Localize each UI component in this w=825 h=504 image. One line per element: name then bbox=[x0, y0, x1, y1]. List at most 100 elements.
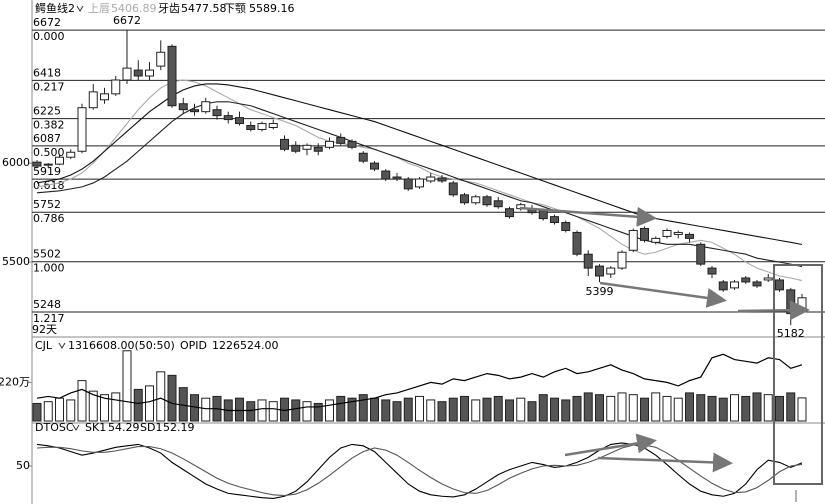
candle-body bbox=[111, 79, 121, 95]
candle-body bbox=[448, 182, 458, 196]
dropdown-icon[interactable] bbox=[76, 5, 84, 12]
volume-bar bbox=[538, 394, 548, 422]
candle-body bbox=[201, 101, 211, 113]
candle-body bbox=[707, 267, 717, 275]
candle-body bbox=[482, 196, 492, 206]
candle-body bbox=[190, 109, 199, 113]
volume-bar bbox=[471, 399, 481, 422]
candle-body bbox=[471, 196, 481, 204]
volume-bar bbox=[55, 397, 64, 422]
volume-bar bbox=[561, 399, 571, 422]
y-tick-label: 220万 bbox=[0, 375, 30, 388]
legend-name: SK1 bbox=[85, 421, 106, 434]
candle-body bbox=[651, 237, 661, 243]
volume-bar bbox=[313, 402, 323, 422]
candle-body bbox=[583, 253, 593, 269]
legend-value: 5477.58 bbox=[181, 2, 227, 15]
volume-bar bbox=[167, 374, 177, 422]
volume-bar bbox=[448, 397, 458, 422]
volume-bar bbox=[505, 399, 514, 422]
volume-bar bbox=[336, 395, 346, 422]
volume-bar bbox=[201, 397, 211, 422]
volume-bar bbox=[696, 394, 706, 422]
volume-bar bbox=[268, 401, 278, 422]
candle-body bbox=[291, 144, 301, 152]
candle-body bbox=[415, 178, 424, 188]
volume-bar bbox=[426, 399, 436, 422]
volume-bar bbox=[460, 395, 469, 422]
price-annotation: 6672 bbox=[113, 14, 141, 27]
volume-bar bbox=[32, 402, 42, 422]
y-tick-label: 6000 bbox=[2, 156, 30, 169]
volume-bar bbox=[606, 395, 616, 422]
candle-body bbox=[426, 176, 436, 182]
candle-body bbox=[246, 125, 256, 130]
candle-body bbox=[358, 152, 368, 162]
candle-body bbox=[122, 67, 132, 81]
price-annotation: 5399 bbox=[586, 285, 614, 298]
volume-bar bbox=[415, 395, 424, 422]
candle-body bbox=[752, 281, 762, 287]
arrow bbox=[597, 452, 733, 473]
indicator-line bbox=[36, 101, 803, 268]
candle-body bbox=[235, 117, 244, 125]
candle-body bbox=[156, 51, 166, 67]
volume-bar bbox=[358, 394, 368, 422]
candle-body bbox=[167, 45, 177, 107]
legend-name: 牙齿 bbox=[158, 2, 180, 15]
candle-body bbox=[561, 222, 571, 231]
volume-bar bbox=[775, 395, 784, 422]
indicator-line bbox=[36, 83, 803, 246]
fib-ratio-label: 0.500 bbox=[33, 146, 65, 159]
candle-body bbox=[572, 231, 582, 255]
volume-bar bbox=[156, 371, 166, 422]
volume-bar bbox=[730, 394, 739, 422]
arrow bbox=[564, 433, 657, 457]
fib-price-label: 6418 bbox=[33, 66, 61, 79]
candle-body bbox=[505, 208, 514, 218]
highlight-box bbox=[773, 264, 823, 485]
legend-value: 1316608.00(50:50) bbox=[68, 339, 175, 352]
candle-body bbox=[55, 156, 64, 165]
fib-ratio-label: 0.382 bbox=[33, 119, 65, 132]
candle-body bbox=[325, 140, 334, 148]
volume-bar bbox=[640, 397, 649, 422]
candle-body bbox=[336, 136, 346, 144]
candle-body bbox=[100, 93, 109, 101]
fib-price-label: 6672 bbox=[33, 16, 61, 29]
volume-bar bbox=[662, 395, 672, 422]
candle-body bbox=[392, 176, 402, 180]
candle-body bbox=[66, 151, 76, 158]
candle-body bbox=[437, 177, 447, 182]
volume-bar bbox=[583, 392, 593, 422]
volume-bar bbox=[527, 401, 537, 422]
fib-price-label: 5248 bbox=[33, 298, 61, 311]
dropdown-icon[interactable] bbox=[72, 424, 80, 431]
volume-bar bbox=[122, 350, 132, 422]
candle-body bbox=[212, 109, 222, 117]
volume-bar bbox=[718, 397, 728, 422]
candle-body bbox=[628, 229, 638, 251]
volume-bar bbox=[246, 401, 256, 422]
annotation: 92天 bbox=[32, 323, 57, 336]
volume-bar bbox=[133, 388, 143, 422]
candle-body bbox=[718, 281, 728, 291]
candle-body bbox=[145, 69, 154, 77]
volume-bar bbox=[628, 394, 638, 422]
volume-bar bbox=[403, 397, 413, 422]
arrow bbox=[599, 281, 727, 308]
fib-price-label: 6225 bbox=[33, 105, 61, 118]
indicator-title: 鳄鱼线2 bbox=[35, 1, 75, 15]
y-tick-label: 5500 bbox=[2, 255, 30, 268]
candle-body bbox=[538, 210, 548, 220]
candle-body bbox=[493, 200, 503, 208]
volume-bar bbox=[100, 394, 109, 422]
fib-price-label: 5752 bbox=[33, 198, 61, 211]
volume-bar bbox=[763, 394, 773, 422]
legend-value: 52.19 bbox=[163, 421, 195, 434]
candle-body bbox=[32, 161, 42, 167]
dropdown-icon[interactable] bbox=[58, 342, 66, 349]
candle-body bbox=[268, 123, 278, 129]
candle-body bbox=[741, 277, 751, 283]
